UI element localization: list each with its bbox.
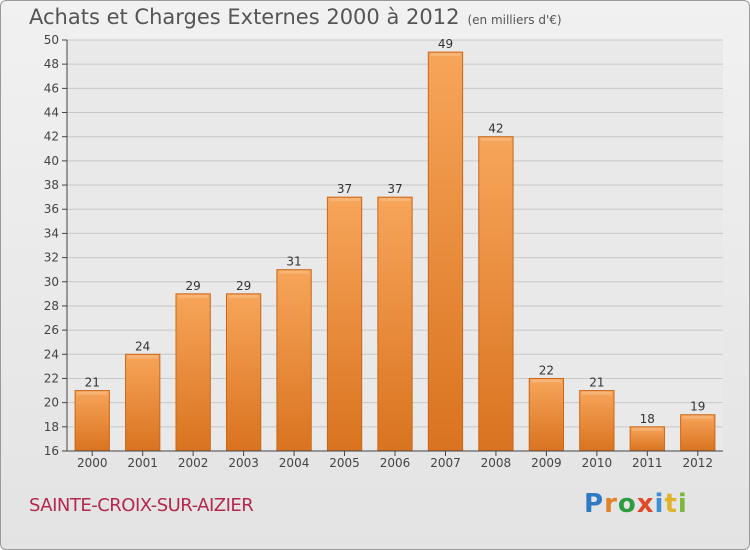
commune-name: SAINTE-CROIX-SUR-AIZIER <box>29 495 254 516</box>
chart-title: Achats et Charges Externes 2000 à 2012 (e… <box>29 5 562 29</box>
y-tick-label: 46 <box>44 81 59 95</box>
proxiti-logo: Proxiti <box>584 489 688 519</box>
bar-highlight <box>329 198 360 202</box>
logo-letter: i <box>677 489 688 519</box>
logo-letter: P <box>584 489 605 519</box>
bar-2000 <box>74 390 110 452</box>
y-tick-label: 44 <box>44 106 59 120</box>
logo-letter: o <box>617 489 637 519</box>
y-tick-label: 16 <box>44 444 59 458</box>
data-label-2010: 21 <box>589 376 604 390</box>
chart-title-text: Achats et Charges Externes 2000 à 2012 <box>29 5 460 29</box>
x-tick-label-2012: 2012 <box>682 456 713 470</box>
logo-letter: r <box>604 489 618 519</box>
bar-highlight <box>430 53 461 57</box>
bar-highlight <box>127 355 158 359</box>
x-tick-label-2006: 2006 <box>380 456 411 470</box>
data-label-2006: 37 <box>387 182 402 196</box>
bar-highlight <box>632 427 663 431</box>
data-label-2007: 49 <box>438 37 453 51</box>
bar-highlight <box>531 379 562 383</box>
y-tick-label: 32 <box>44 251 59 265</box>
y-tick-label: 50 <box>44 33 59 47</box>
x-tick-label-2007: 2007 <box>430 456 461 470</box>
y-tick-label: 18 <box>44 420 59 434</box>
x-tick-label-2011: 2011 <box>632 456 663 470</box>
bar-highlight <box>379 198 411 202</box>
x-tick-label-2004: 2004 <box>279 456 310 470</box>
bar-2009 <box>528 377 565 452</box>
y-tick-label: 40 <box>44 154 59 168</box>
data-label-2008: 42 <box>488 122 503 136</box>
y-tick-label: 24 <box>44 347 59 361</box>
bars <box>74 51 716 452</box>
data-label-2009: 22 <box>539 363 554 377</box>
bar-2004 <box>276 269 312 452</box>
logo-letter: x <box>636 489 655 519</box>
y-tick-label: 42 <box>44 130 59 144</box>
y-tick-label: 34 <box>44 226 59 240</box>
bar-highlight <box>278 270 310 274</box>
bar-2005 <box>326 196 363 452</box>
x-tick-label-2010: 2010 <box>582 456 613 470</box>
bar-2003 <box>225 293 262 452</box>
data-label-2012: 19 <box>690 400 705 414</box>
y-tick-label: 38 <box>44 178 59 192</box>
data-label-2002: 29 <box>186 279 201 293</box>
y-tick-label: 22 <box>44 371 59 385</box>
axes <box>62 39 723 456</box>
x-tick-label-2008: 2008 <box>481 456 512 470</box>
y-tick-label: 20 <box>44 396 59 410</box>
x-tick-label-2003: 2003 <box>228 456 259 470</box>
data-label-2000: 21 <box>85 376 100 390</box>
bar-2007 <box>427 51 464 452</box>
chart-unit: (en milliers d'€) <box>467 13 562 27</box>
bar-2012 <box>680 414 716 452</box>
bar-highlight <box>228 294 259 298</box>
x-tick-label-2000: 2000 <box>77 456 108 470</box>
bar-2011 <box>629 426 665 452</box>
x-tick-label-2002: 2002 <box>178 456 209 470</box>
bar-2008 <box>478 136 514 452</box>
y-tick-label: 30 <box>44 275 59 289</box>
bar-highlight <box>77 391 108 395</box>
bar-2006 <box>377 196 413 452</box>
y-tick-label: 36 <box>44 202 59 216</box>
data-label-2001: 24 <box>135 339 150 353</box>
y-tick-label: 48 <box>44 57 59 71</box>
data-label-2003: 29 <box>236 279 251 293</box>
bar-highlight <box>480 137 512 141</box>
data-label-2011: 18 <box>640 412 655 426</box>
logo-letter: t <box>664 489 678 519</box>
x-tick-label-2001: 2001 <box>127 456 158 470</box>
bar-2010 <box>579 390 615 452</box>
labels: 16 18 20 22 24 26 28 30 32 34 36 38 40 42 44 46 48 50 21 20… <box>44 33 713 470</box>
bar-2002 <box>175 293 211 452</box>
x-tick-label-2009: 2009 <box>531 456 562 470</box>
y-tick-label: 26 <box>44 323 59 337</box>
x-tick-label-2005: 2005 <box>329 456 360 470</box>
bar-2001 <box>125 353 161 452</box>
data-label-2004: 31 <box>286 255 301 269</box>
y-tick-label: 28 <box>44 299 59 313</box>
bar-highlight <box>581 391 613 395</box>
logo-letter: i <box>654 489 665 519</box>
bar-highlight <box>177 294 209 298</box>
bar-highlight <box>682 415 713 419</box>
data-label-2005: 37 <box>337 182 352 196</box>
